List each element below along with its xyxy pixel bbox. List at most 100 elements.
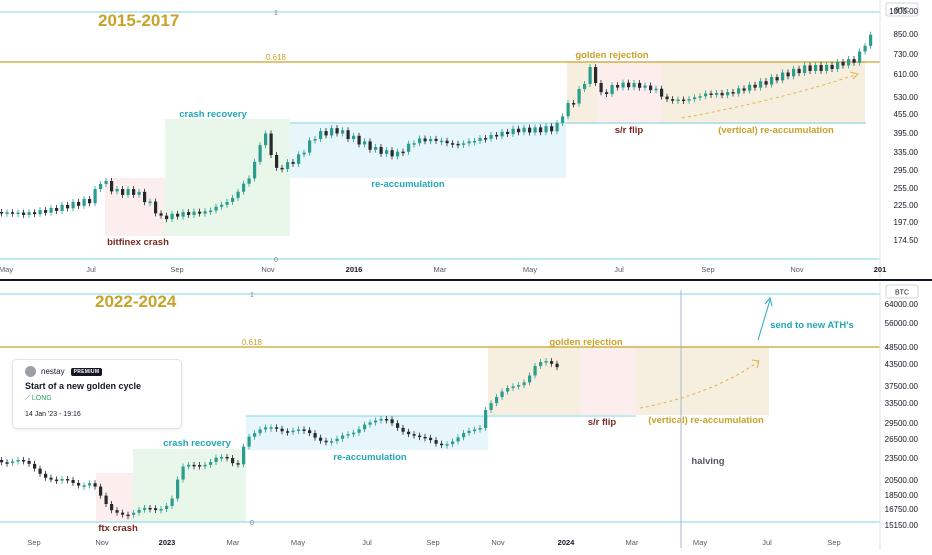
idea-card[interactable]: nestay PREMIUM Start of a new golden cyc…: [12, 359, 182, 429]
candle-body: [297, 154, 301, 164]
candle-body: [445, 444, 449, 446]
candle-body: [605, 92, 609, 95]
candle-body: [187, 212, 191, 215]
x-tick-label: Sep: [701, 265, 714, 274]
candle-body: [627, 82, 631, 88]
candle-body: [170, 498, 174, 506]
zone-crash-recovery: [165, 119, 290, 236]
x-tick-label: Nov: [95, 538, 109, 547]
candle-body: [368, 141, 372, 150]
candle-body: [231, 458, 235, 464]
candle-body: [418, 138, 422, 144]
candle-body: [390, 150, 394, 157]
y-tick-label: 730.00: [894, 50, 919, 59]
candle-body: [88, 483, 92, 486]
candle-body: [495, 134, 499, 137]
candle-body: [555, 363, 559, 368]
candle-body: [473, 141, 477, 143]
annotation-golden-rejection: golden rejection: [549, 337, 623, 348]
candle-body: [544, 361, 548, 363]
candle-body: [176, 479, 180, 499]
candle-body: [786, 72, 790, 77]
candle-body: [671, 99, 675, 101]
candle-body: [16, 460, 20, 462]
candle-body: [258, 429, 262, 434]
candle-body: [187, 464, 191, 467]
candle-body: [374, 420, 378, 423]
candle-body: [192, 211, 196, 215]
candle-body: [352, 432, 356, 435]
y-tick-label: 174.50: [894, 236, 919, 245]
candle-body: [456, 437, 460, 442]
candle-body: [253, 161, 257, 179]
currency-label: BTC: [895, 290, 909, 297]
idea-username[interactable]: nestay: [41, 367, 65, 376]
annotation-halving: halving: [691, 456, 724, 467]
candle-body: [242, 446, 246, 465]
candle-body: [181, 466, 185, 480]
candle-body: [533, 365, 537, 376]
candle-body: [704, 93, 708, 97]
candle-body: [137, 191, 141, 195]
candle-body: [808, 65, 812, 71]
candle-body: [753, 84, 757, 88]
candle-body: [297, 429, 301, 431]
candle-body: [77, 201, 81, 206]
candle-body: [22, 212, 26, 215]
candle-body: [423, 138, 427, 142]
candle-body: [506, 388, 510, 392]
idea-direction: ⟋ LONG: [25, 395, 52, 403]
fib-0618-label: 0.618: [242, 338, 263, 347]
candle-body: [495, 396, 499, 404]
candle-body: [66, 479, 70, 481]
candle-body: [819, 65, 823, 71]
candle-body: [291, 430, 295, 433]
y-tick-label: 26500.00: [885, 435, 919, 444]
candle-body: [572, 103, 576, 105]
candle-body: [764, 81, 768, 85]
candle-body: [264, 427, 268, 430]
candle-body: [176, 213, 180, 217]
x-tick-label: 2024: [558, 538, 576, 547]
candle-body: [11, 461, 15, 464]
candle-body: [577, 89, 581, 104]
candle-body: [148, 201, 152, 204]
candle-body: [324, 131, 328, 136]
candle-body: [236, 463, 240, 465]
avatar: [25, 366, 36, 377]
candle-body: [621, 82, 625, 88]
y-tick-label: 64000.00: [885, 300, 919, 309]
candle-body: [638, 82, 642, 88]
y-tick-label: 43500.00: [885, 360, 919, 369]
idea-title[interactable]: Start of a new golden cycle: [25, 381, 142, 391]
candle-body: [66, 204, 70, 209]
y-tick-label: 225.00: [894, 201, 919, 210]
fib-0-label: 0: [250, 520, 254, 527]
candle-body: [396, 423, 400, 428]
candle-body: [99, 486, 103, 496]
long-arrow-icon: ⟋: [25, 395, 32, 402]
candle-body: [115, 510, 119, 513]
annotation-sr-flip: s/r flip: [588, 417, 617, 428]
candle-body: [60, 204, 64, 211]
x-tick-label: May: [693, 538, 707, 547]
candle-body: [682, 99, 686, 102]
premium-badge: PREMIUM: [70, 367, 103, 376]
candle-body: [220, 456, 224, 459]
zone-vertical-re-accumulation: [636, 347, 769, 415]
candle-body: [143, 191, 147, 203]
y-tick-label: 18500.00: [885, 491, 919, 500]
candle-body: [759, 81, 763, 88]
candle-body: [533, 127, 537, 133]
candle-body: [258, 145, 262, 162]
annotation-sr-flip: s/r flip: [615, 125, 644, 136]
candle-body: [269, 427, 273, 429]
candle-body: [5, 212, 9, 214]
fib-1-label: 1: [274, 10, 278, 17]
candle-body: [159, 508, 163, 511]
candle-body: [517, 385, 521, 387]
candle-body: [214, 206, 218, 211]
candle-body: [335, 128, 339, 134]
candle-body: [698, 96, 702, 98]
